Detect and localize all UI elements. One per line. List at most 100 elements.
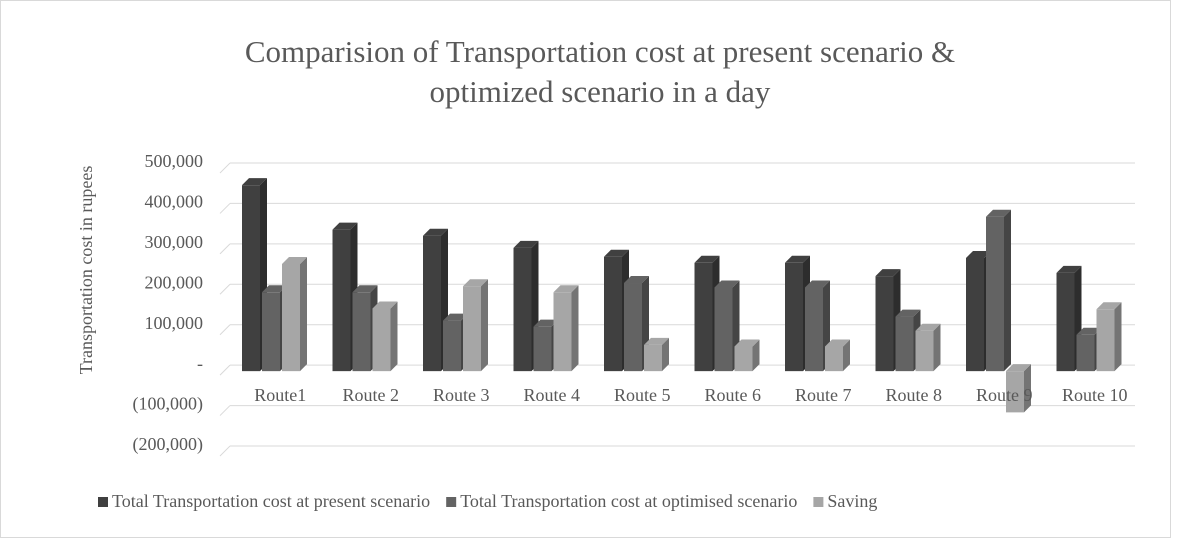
bar-top	[604, 249, 629, 257]
bar	[443, 320, 461, 372]
bar-side	[843, 339, 850, 372]
bar	[423, 235, 441, 372]
bar	[714, 287, 733, 372]
bar	[282, 264, 300, 372]
bar-side	[1004, 209, 1011, 372]
grid-line-depth	[219, 324, 231, 336]
bar-side	[481, 279, 488, 372]
y-tick-label: 300,000	[145, 232, 204, 252]
bar	[262, 292, 280, 372]
x-tick-label: Route 9	[976, 385, 1033, 405]
bar	[805, 287, 823, 372]
bar	[624, 283, 642, 372]
bar-top	[463, 279, 488, 287]
grid-line-depth	[219, 283, 231, 295]
bar-side	[300, 257, 307, 372]
y-tick-label: 400,000	[145, 192, 204, 212]
x-tick-label: Route 4	[524, 385, 581, 405]
bar	[875, 276, 894, 372]
bar	[1096, 309, 1115, 372]
bar	[332, 229, 351, 372]
bar-top	[915, 323, 941, 331]
y-tick-label: (200,000)	[133, 434, 204, 455]
bar	[644, 344, 662, 372]
legend-label: Total Transportation cost at present sce…	[112, 491, 430, 511]
x-tick-label: Route 3	[433, 385, 490, 405]
bar-top	[533, 319, 559, 327]
bar	[694, 262, 713, 372]
bar-side	[662, 337, 669, 372]
bar-top	[423, 228, 448, 236]
bar-top	[352, 285, 378, 293]
bar-side	[933, 323, 941, 372]
bar	[785, 262, 803, 372]
x-tick-label: Route 7	[795, 385, 852, 405]
bar-top	[242, 178, 267, 186]
y-axis-title: Transportation cost in rupees	[76, 166, 96, 375]
legend-swatch	[813, 497, 824, 507]
grid-line-depth	[219, 445, 231, 457]
bar-top	[443, 313, 468, 321]
bar-top	[805, 280, 830, 288]
x-tick-label: Route 6	[705, 385, 762, 405]
bar-top	[694, 255, 720, 263]
bar	[533, 326, 552, 372]
y-tick-label: 500,000	[145, 151, 204, 171]
bar	[513, 247, 532, 372]
bar	[966, 257, 984, 372]
bar	[352, 292, 371, 372]
bar	[825, 346, 843, 372]
grid-line-depth	[219, 405, 231, 416]
bar-top	[372, 301, 398, 309]
bar-top	[553, 285, 579, 293]
x-tick-label: Route 5	[614, 385, 671, 405]
chart-title: optimized scenario in a day	[430, 74, 771, 109]
bar-top	[513, 240, 539, 248]
bar-top	[1096, 302, 1122, 310]
bar-top	[785, 255, 810, 263]
bar-side	[390, 301, 398, 372]
bar	[1056, 272, 1075, 372]
bar	[372, 308, 391, 372]
bar-top	[624, 276, 649, 284]
bar	[553, 292, 572, 372]
legend-label: Total Transportation cost at optimised s…	[460, 491, 797, 511]
bar-top	[1076, 327, 1102, 335]
bar-side	[1024, 364, 1031, 413]
bar-top	[966, 250, 991, 258]
bar	[915, 330, 934, 372]
bar	[734, 346, 753, 372]
bar-top	[262, 285, 287, 293]
bar-top	[895, 309, 921, 317]
bar	[463, 286, 481, 372]
y-tick-label: -	[197, 353, 203, 373]
grid-line-depth	[219, 162, 231, 174]
bar-side	[752, 339, 760, 372]
grid-line-depth	[219, 243, 231, 255]
bar	[986, 216, 1004, 372]
bar	[1006, 371, 1024, 413]
grid-line-depth	[219, 203, 231, 214]
bar-side	[571, 285, 579, 372]
x-tick-label: Route1	[254, 385, 306, 405]
bar	[895, 316, 914, 372]
legend-label: Saving	[827, 491, 877, 511]
bar-top	[644, 337, 669, 345]
bar-top	[734, 339, 760, 347]
bar	[1076, 334, 1095, 372]
chart-title: Comparision of Transportation cost at pr…	[245, 34, 955, 69]
bar-top	[875, 269, 901, 277]
bar-top	[1056, 265, 1082, 273]
bar-top	[1006, 364, 1031, 372]
legend-swatch	[98, 497, 108, 507]
x-tick-label: Route 2	[343, 385, 400, 405]
bar-top	[282, 257, 307, 265]
y-tick-label: 100,000	[145, 313, 204, 333]
bar-top	[332, 222, 358, 230]
bar-top	[825, 339, 850, 347]
bar-top	[986, 209, 1011, 217]
legend-swatch	[446, 497, 457, 507]
bar	[604, 256, 622, 372]
y-tick-label: (100,000)	[133, 394, 204, 415]
